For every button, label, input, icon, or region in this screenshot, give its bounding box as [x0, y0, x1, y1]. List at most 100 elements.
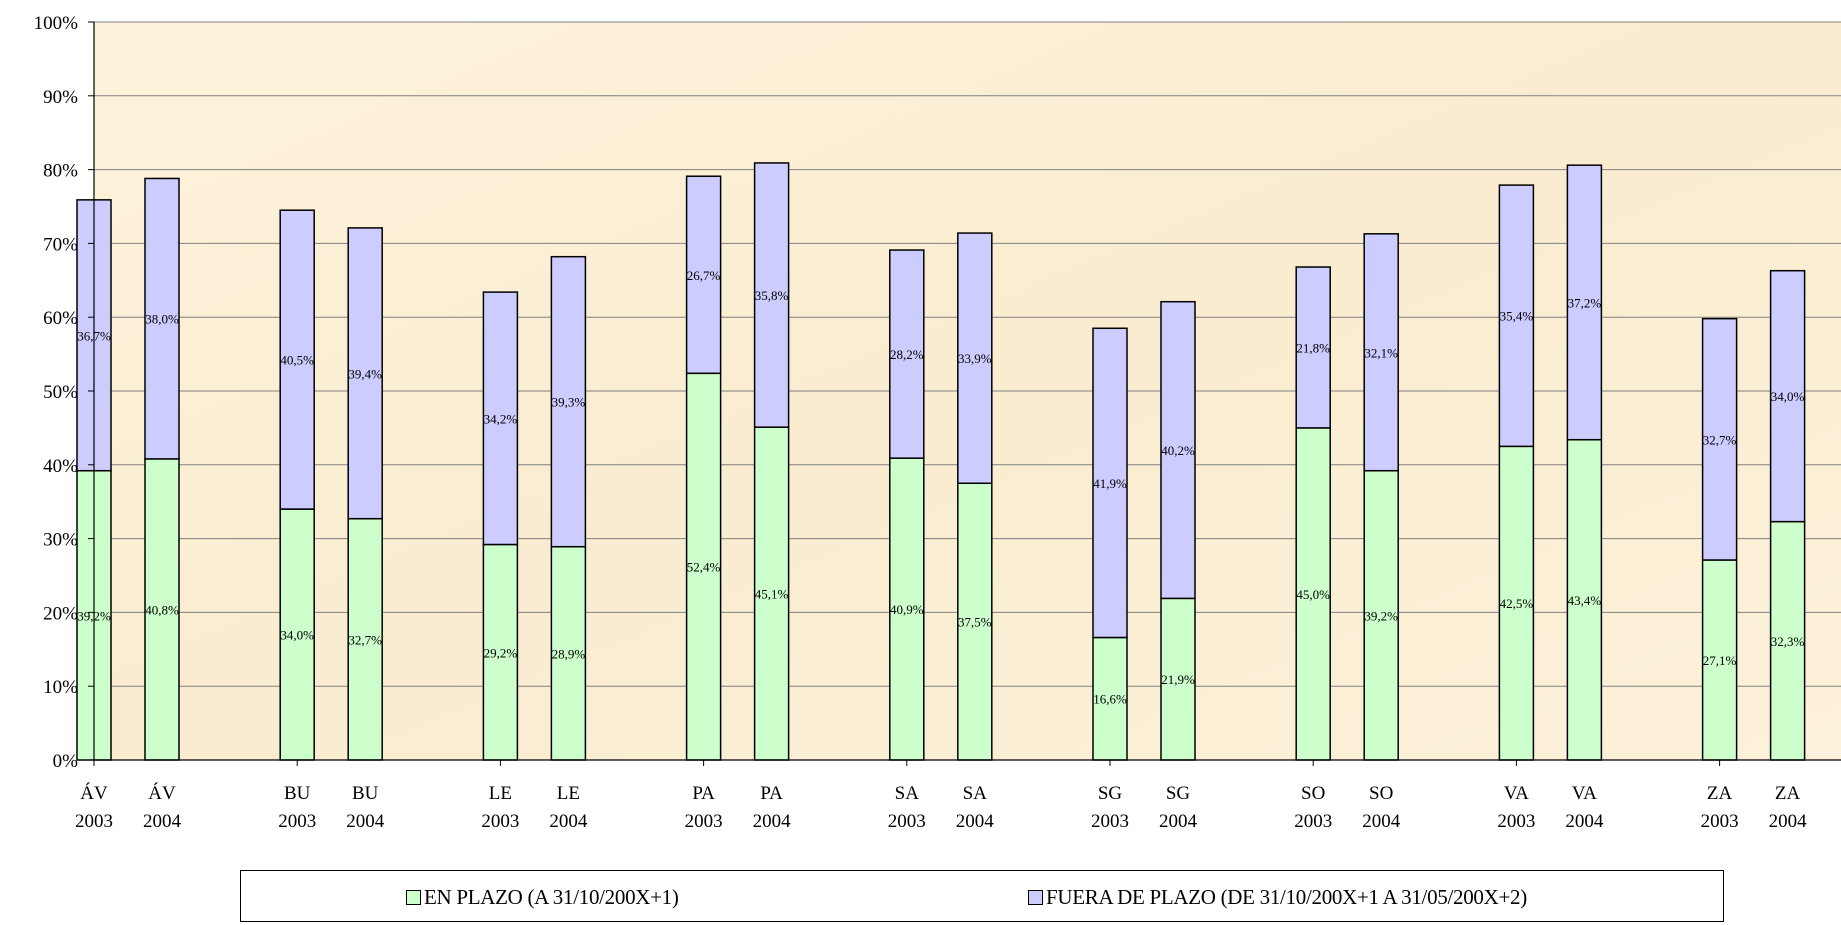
data-label-en-plazo: 16,6%	[1093, 692, 1127, 707]
x-tick-label-province: ÁV	[80, 782, 108, 804]
x-tick-label-year: 2003	[1497, 811, 1535, 832]
x-tick-label-province: LE	[557, 783, 580, 804]
bar-en-plazo	[482, 543, 519, 761]
data-label-en-plazo: 43,4%	[1568, 593, 1602, 608]
x-tick-label-year: 2003	[1294, 811, 1332, 832]
x-tick-label-province: SG	[1098, 783, 1123, 804]
bar-en-plazo	[889, 457, 925, 761]
bar-fuera-de-plazo	[1092, 327, 1128, 639]
data-label-en-plazo: 28,9%	[552, 646, 586, 661]
data-label-fuera-de-plazo: 39,3%	[552, 395, 586, 410]
bar-fuera-de-plazo	[957, 232, 993, 484]
y-tick-label: 10%	[43, 677, 78, 698]
bar-en-plazo	[1701, 559, 1738, 761]
y-tick-label: 0%	[53, 751, 79, 772]
y-tick-label: 80%	[43, 161, 78, 182]
x-tick-label-year: 2003	[888, 811, 926, 832]
bar-en-plazo	[753, 426, 790, 761]
legend-swatch-en-plazo	[406, 890, 421, 905]
x-tick-label-province: SG	[1166, 783, 1191, 804]
data-label-fuera-de-plazo: 33,9%	[958, 351, 992, 366]
x-tick-label-province: PA	[692, 783, 715, 804]
data-label-en-plazo: 21,9%	[1161, 672, 1195, 687]
data-label-fuera-de-plazo: 39,4%	[348, 366, 382, 381]
bar-fuera-de-plazo	[347, 227, 383, 520]
bar-fuera-de-plazo	[144, 177, 180, 460]
x-tick-label-year: 2004	[753, 811, 792, 832]
bar-fuera-de-plazo	[1160, 300, 1196, 600]
x-tick-label-year: 2004	[1159, 811, 1198, 832]
bar-en-plazo	[685, 372, 722, 761]
data-label-fuera-de-plazo: 37,2%	[1568, 295, 1602, 310]
x-tick-label-year: 2004	[1769, 811, 1808, 832]
y-tick-label: 100%	[34, 13, 79, 34]
data-label-fuera-de-plazo: 34,2%	[484, 411, 518, 426]
data-label-en-plazo: 32,3%	[1771, 634, 1805, 649]
bar-fuera-de-plazo	[482, 291, 519, 546]
bar-en-plazo	[1092, 636, 1128, 761]
data-label-fuera-de-plazo: 32,1%	[1364, 345, 1398, 360]
x-tick-label-province: SO	[1369, 783, 1393, 804]
x-tick-label-year: 2004	[346, 811, 385, 832]
data-label-en-plazo: 52,4%	[687, 560, 721, 575]
data-label-en-plazo: 40,8%	[145, 602, 179, 617]
data-label-fuera-de-plazo: 21,8%	[1296, 340, 1330, 355]
data-label-fuera-de-plazo: 40,5%	[280, 353, 314, 368]
data-label-fuera-de-plazo: 41,9%	[1093, 476, 1127, 491]
legend-entry-en-plazo: EN PLAZO (A 31/10/200X+1)	[406, 885, 679, 910]
y-tick-label: 90%	[43, 87, 78, 108]
data-label-en-plazo: 42,5%	[1500, 596, 1534, 611]
data-label-en-plazo: 27,1%	[1703, 653, 1737, 668]
bar-fuera-de-plazo	[1295, 266, 1331, 429]
bar-fuera-de-plazo	[889, 249, 925, 459]
bar-en-plazo	[347, 517, 383, 761]
y-tick-label: 30%	[43, 530, 78, 551]
x-tick-label-province: ZA	[1775, 783, 1801, 804]
x-tick-label-province: LE	[489, 783, 512, 804]
x-tick-label-year: 2003	[1091, 811, 1129, 832]
y-tick-label: 20%	[43, 603, 78, 624]
data-label-en-plazo: 29,2%	[484, 645, 518, 660]
bar-fuera-de-plazo	[1769, 269, 1806, 523]
axes: 0% 10% 20% 30% 40% 50% 60% 70% 80% 90% 100% ÁV 2003 Á…	[34, 13, 1841, 832]
data-label-fuera-de-plazo: 34,0%	[1771, 389, 1805, 404]
data-label-fuera-de-plazo: 35,8%	[755, 288, 789, 303]
x-tick-label-province: SO	[1301, 783, 1325, 804]
data-label-fuera-de-plazo: 40,2%	[1161, 443, 1195, 458]
x-tick-label-province: BU	[352, 783, 379, 804]
bar-fuera-de-plazo	[685, 175, 722, 375]
data-label-en-plazo: 39,2%	[1364, 608, 1398, 623]
x-tick-label-year: 2004	[1565, 811, 1604, 832]
bar-fuera-de-plazo	[550, 255, 587, 548]
x-tick-label-province: SA	[963, 783, 988, 804]
x-tick-label-province: BU	[284, 783, 311, 804]
legend-swatch-fuera-de-plazo	[1028, 890, 1043, 905]
bar-fuera-de-plazo	[753, 162, 790, 428]
x-tick-label-province: ÁV	[148, 782, 176, 804]
data-label-fuera-de-plazo: 35,4%	[1500, 309, 1534, 324]
bar-fuera-de-plazo	[1363, 233, 1399, 472]
legend-entry-fuera-de-plazo: FUERA DE PLAZO (DE 31/10/200X+1 A 31/05/…	[1028, 885, 1527, 910]
x-tick-label-province: VA	[1572, 783, 1597, 804]
data-label-fuera-de-plazo: 32,7%	[1703, 432, 1737, 447]
bar-fuera-de-plazo	[1701, 317, 1738, 561]
x-tick-label-year: 2004	[956, 811, 995, 832]
x-tick-label-year: 2004	[1362, 811, 1401, 832]
x-tick-label-province: ZA	[1707, 783, 1733, 804]
bar-fuera-de-plazo	[279, 209, 315, 510]
y-tick-label: 60%	[43, 308, 78, 329]
x-tick-label-year: 2003	[278, 811, 316, 832]
x-tick-label-year: 2004	[549, 811, 588, 832]
x-tick-label-year: 2003	[75, 811, 113, 832]
bar-fuera-de-plazo	[1498, 184, 1535, 448]
bar-en-plazo	[1160, 597, 1196, 761]
bar-en-plazo	[144, 458, 180, 761]
x-tick-label-year: 2004	[143, 811, 182, 832]
x-tick-label-province: SA	[895, 783, 920, 804]
y-tick-label: 40%	[43, 456, 78, 477]
data-label-en-plazo: 37,5%	[958, 615, 992, 630]
data-label-fuera-de-plazo: 38,0%	[145, 312, 179, 327]
data-label-en-plazo: 45,0%	[1296, 587, 1330, 602]
legend-label-fuera-de-plazo: FUERA DE PLAZO (DE 31/10/200X+1 A 31/05/…	[1046, 885, 1527, 909]
